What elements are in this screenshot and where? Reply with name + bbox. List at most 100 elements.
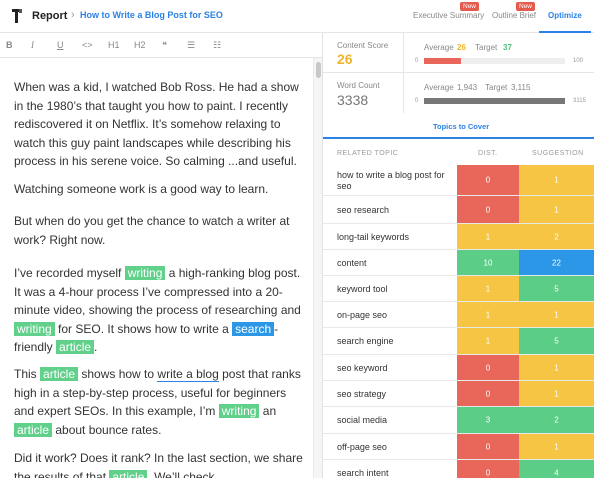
dist-cell: 0 xyxy=(457,381,519,406)
heading-2-button[interactable]: H2 xyxy=(134,40,146,50)
word-count-fill xyxy=(424,98,565,104)
heading-1-button[interactable]: H1 xyxy=(108,40,120,50)
suggestion-cell: 1 xyxy=(519,434,594,459)
top-bar: Report › How to Write a Blog Post for SE… xyxy=(0,0,594,33)
topic-name: seo research xyxy=(337,204,390,215)
divider xyxy=(403,33,404,113)
topic-name: long-tail keywords xyxy=(337,231,410,242)
average-label: Average xyxy=(424,83,454,92)
suggestion-cell: 2 xyxy=(519,407,594,433)
topic-name: how to write a blog post for seo xyxy=(337,169,445,191)
suggestion-cell: 1 xyxy=(519,381,594,406)
suggestion-cell: 1 xyxy=(519,196,594,223)
keyword-highlight[interactable]: writing xyxy=(218,404,260,418)
editor-content[interactable]: When was a kid, I watched Bob Ross. He h… xyxy=(0,58,312,478)
dist-cell: 0 xyxy=(457,434,519,459)
suggestion-cell: 1 xyxy=(519,302,594,327)
word-count-value: 3338 xyxy=(337,92,369,108)
content-score-bar xyxy=(424,58,565,64)
bulleted-list-icon[interactable]: ☰ xyxy=(187,40,196,50)
keyword-highlight[interactable]: article xyxy=(109,469,148,478)
keyword-highlight[interactable]: writing xyxy=(124,266,166,280)
suggestion-cell: 4 xyxy=(519,460,594,478)
new-badge: New xyxy=(516,2,536,11)
target-value: 3,115 xyxy=(511,83,531,92)
chevron-right-icon: › xyxy=(71,9,75,21)
word-count-label: Word Count xyxy=(337,81,380,90)
dist-cell: 0 xyxy=(457,196,519,223)
scrollbar-thumb[interactable] xyxy=(316,62,321,78)
editor-toolbar: B I U <> H1 H2 ❝ ☰ ☷ xyxy=(0,33,322,58)
range-max: 3115 xyxy=(573,98,586,104)
topic-name: on-page seo xyxy=(337,309,388,320)
table-row[interactable]: how to write a blog post for seo 0 1 xyxy=(323,165,594,196)
average-label: Average xyxy=(424,43,454,52)
keyword-highlight[interactable]: article xyxy=(40,367,79,381)
topic-name: off-page seo xyxy=(337,441,387,452)
active-tab-indicator xyxy=(539,31,591,33)
dist-cell: 1 xyxy=(457,276,519,301)
table-row[interactable]: search engine 1 5 xyxy=(323,328,594,355)
table-row[interactable]: on-page seo 1 1 xyxy=(323,302,594,328)
tab-label: Topics to Cover xyxy=(433,122,490,131)
table-row[interactable]: off-page seo 0 1 xyxy=(323,434,594,460)
table-row[interactable]: seo strategy 0 1 xyxy=(323,381,594,407)
table-row[interactable]: seo keyword 0 1 xyxy=(323,355,594,381)
average-value: 26 xyxy=(457,43,466,52)
quote-icon[interactable]: ❝ xyxy=(162,40,167,50)
suggestion-cell: 2 xyxy=(519,224,594,249)
dist-cell: 1 xyxy=(457,328,519,354)
numbered-list-icon[interactable]: ☷ xyxy=(213,40,222,50)
tab-topics-to-cover[interactable]: Topics to Cover xyxy=(323,113,594,139)
keyword-highlight[interactable]: article xyxy=(14,422,53,437)
app-logo-icon xyxy=(12,9,22,23)
table-row[interactable]: long-tail keywords 1 2 xyxy=(323,224,594,250)
suggestion-cell: 1 xyxy=(519,165,594,195)
keyword-highlight[interactable]: search xyxy=(232,321,275,336)
dist-cell: 0 xyxy=(457,460,519,478)
column-header-topic[interactable]: RELATED TOPIC xyxy=(337,150,399,157)
code-button[interactable]: <> xyxy=(82,40,93,50)
page-title: Report xyxy=(32,10,68,22)
tab-optimize[interactable]: Optimize xyxy=(548,11,582,20)
range-min: 0 xyxy=(415,98,419,104)
paragraph: Did it work? Does it rank? In the last s… xyxy=(14,449,306,478)
paragraph: When was a kid, I watched Bob Ross. He h… xyxy=(14,80,299,168)
bold-button[interactable]: B xyxy=(6,40,13,50)
editor-scrollbar[interactable] xyxy=(313,58,322,478)
metrics-panel: Content Score 26 Average 26 Target 37 0 … xyxy=(323,33,594,113)
table-row[interactable]: keyword tool 1 5 xyxy=(323,276,594,302)
column-header-dist[interactable]: DIST. xyxy=(478,150,498,157)
topic-name: search engine xyxy=(337,336,394,346)
content-score-value: 26 xyxy=(337,51,353,67)
table-row[interactable]: social media 3 2 xyxy=(323,407,594,434)
keyword-underline[interactable]: write a blog xyxy=(157,367,219,382)
word-count-bar xyxy=(424,98,565,104)
table-row[interactable]: seo research 0 1 xyxy=(323,196,594,224)
range-min: 0 xyxy=(415,58,419,64)
keyword-highlight[interactable]: article xyxy=(56,340,95,354)
suggestion-cell: 1 xyxy=(519,355,594,380)
underline-button[interactable]: U xyxy=(57,40,64,50)
document-title[interactable]: How to Write a Blog Post for SEO xyxy=(80,10,223,20)
table-row[interactable]: search intent 0 4 xyxy=(323,460,594,478)
range-max: 100 xyxy=(573,58,584,64)
tab-outline-brief[interactable]: Outline Brief xyxy=(492,11,537,20)
dist-cell: 1 xyxy=(457,302,519,327)
new-badge: New xyxy=(460,2,480,11)
topic-name: search intent xyxy=(337,467,389,478)
topic-name: content xyxy=(337,257,367,268)
dist-cell: 3 xyxy=(457,407,519,433)
italic-button[interactable]: I xyxy=(31,40,34,50)
suggestion-cell: 22 xyxy=(519,250,594,275)
tab-executive-summary[interactable]: Executive Summary xyxy=(413,11,485,20)
table-row[interactable]: content 10 22 xyxy=(323,250,594,276)
target-label: Target xyxy=(475,43,498,52)
target-value: 37 xyxy=(503,43,512,52)
content-score-label: Content Score xyxy=(337,41,389,50)
keyword-highlight[interactable]: writing xyxy=(14,321,55,336)
column-header-suggestion[interactable]: SUGGESTION xyxy=(532,150,584,157)
paragraph: But when do you get the chance to watch … xyxy=(14,214,290,247)
paragraph: I’ve recorded myself writing a high-rank… xyxy=(14,266,301,354)
topic-name: seo strategy xyxy=(337,388,387,399)
